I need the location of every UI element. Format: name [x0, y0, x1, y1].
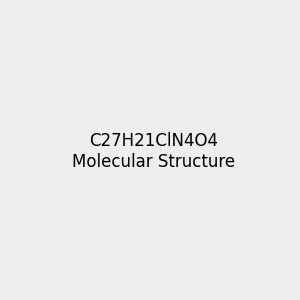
Text: C27H21ClN4O4
Molecular Structure: C27H21ClN4O4 Molecular Structure: [72, 132, 235, 171]
